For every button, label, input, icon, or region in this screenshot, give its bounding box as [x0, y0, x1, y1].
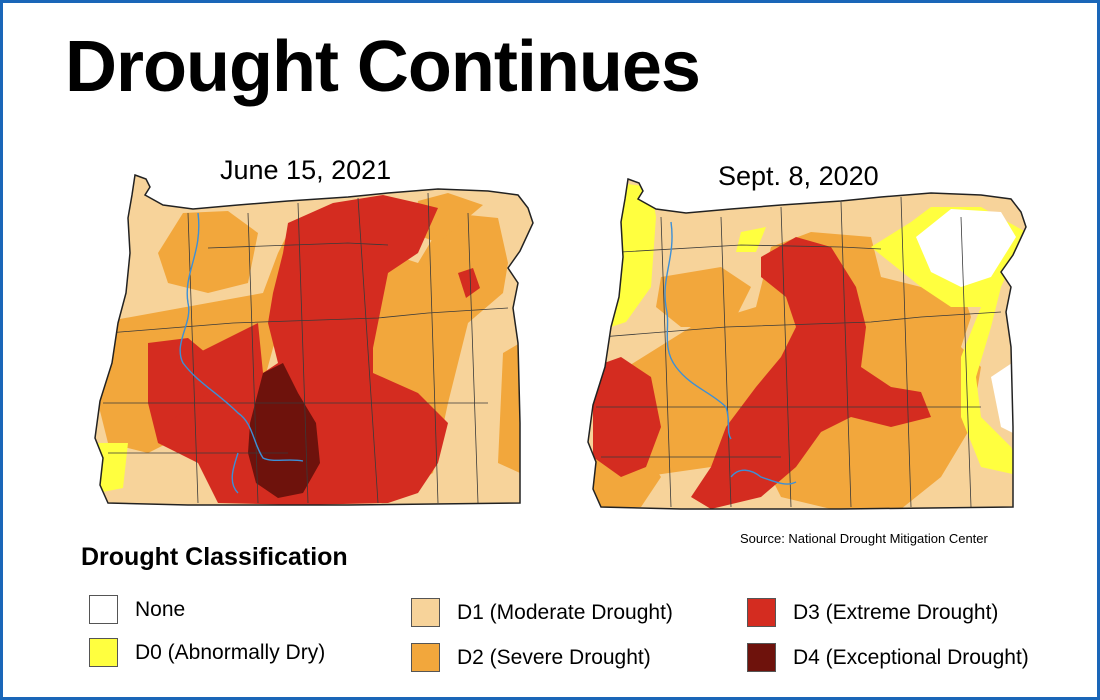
state-outline: [94, 173, 534, 506]
map-date-label-2020: Sept. 8, 2020: [718, 161, 879, 191]
state-outline: [587, 177, 1027, 510]
d3-region: [593, 357, 661, 477]
legend-swatch-d3: [747, 598, 776, 627]
oregon-drought-map-2020: [587, 177, 1027, 510]
source-note: Source: National Drought Mitigation Cent…: [740, 531, 988, 546]
d3-region: [691, 237, 931, 509]
legend-item-d4: D4 (Exceptional Drought): [747, 643, 1029, 672]
d2-region: [158, 211, 258, 293]
river-lines: [664, 221, 797, 485]
legend-label-d2: D2 (Severe Drought): [457, 645, 651, 669]
oregon-drought-map-2021: [94, 173, 534, 506]
legend-label-none: None: [135, 597, 186, 621]
legend-item-d2: D2 (Severe Drought): [411, 643, 651, 672]
legend-swatch-d0: [89, 638, 118, 667]
d2-region: [413, 193, 483, 243]
legend-item-d1: D1 (Moderate Drought): [411, 598, 673, 627]
legend-label-d0: D0 (Abnormally Dry): [135, 640, 326, 664]
d2-region: [498, 343, 520, 473]
d3-region: [148, 338, 218, 423]
legend-title: Drought Classification: [81, 543, 348, 571]
legend-swatch-none: [89, 595, 118, 624]
legend-swatch-d1: [411, 598, 440, 627]
page-title: Drought Continues: [65, 27, 701, 107]
legend-item-d0: D0 (Abnormally Dry): [89, 638, 325, 667]
d4-region: [248, 363, 320, 498]
d0-region: [98, 443, 128, 493]
d3-region: [458, 268, 480, 298]
map-date-label-2021: June 15, 2021: [220, 155, 392, 185]
legend-label-d3: D3 (Extreme Drought): [793, 600, 999, 624]
legend-swatch-d4: [747, 643, 776, 672]
river-lines: [179, 212, 304, 494]
county-lines: [596, 196, 1002, 508]
county-lines: [103, 192, 509, 504]
legend-item-d3: D3 (Extreme Drought): [747, 598, 998, 627]
legend-swatch-d2: [411, 643, 440, 672]
legend-item-none: None: [89, 595, 185, 624]
legend-label-d4: D4 (Exceptional Drought): [793, 645, 1029, 669]
legend-label-d1: D1 (Moderate Drought): [457, 600, 673, 624]
none-region: [916, 209, 1016, 287]
d2-region: [656, 267, 751, 327]
